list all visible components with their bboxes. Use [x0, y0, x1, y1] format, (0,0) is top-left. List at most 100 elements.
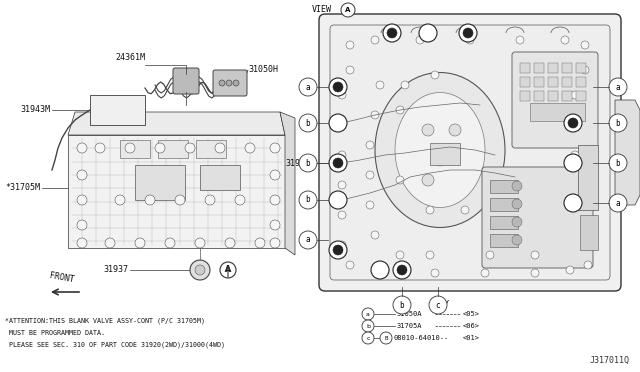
Circle shape — [561, 36, 569, 44]
Circle shape — [366, 141, 374, 149]
Circle shape — [512, 217, 522, 227]
Circle shape — [233, 80, 239, 86]
Text: c: c — [366, 336, 370, 340]
Circle shape — [393, 261, 411, 279]
Circle shape — [564, 154, 582, 172]
Text: 31937: 31937 — [285, 158, 310, 167]
Ellipse shape — [375, 73, 505, 228]
Bar — [200, 165, 240, 190]
Circle shape — [512, 235, 522, 245]
Circle shape — [568, 118, 578, 128]
Bar — [562, 77, 572, 87]
Bar — [534, 77, 544, 87]
Circle shape — [338, 211, 346, 219]
Circle shape — [299, 191, 317, 209]
Circle shape — [135, 238, 145, 248]
Circle shape — [338, 181, 346, 189]
Circle shape — [333, 82, 343, 92]
Bar — [520, 77, 530, 87]
Circle shape — [581, 66, 589, 74]
Circle shape — [396, 251, 404, 259]
Circle shape — [215, 143, 225, 153]
Text: VIEW: VIEW — [312, 6, 332, 15]
Circle shape — [299, 154, 317, 172]
Bar — [562, 91, 572, 101]
Text: b: b — [366, 324, 370, 328]
Bar — [430, 143, 460, 165]
Bar — [548, 91, 558, 101]
Bar — [490, 198, 518, 211]
Circle shape — [434, 154, 446, 166]
Circle shape — [564, 114, 582, 132]
Circle shape — [226, 80, 232, 86]
Circle shape — [512, 181, 522, 191]
Text: b: b — [306, 119, 310, 128]
Text: <01>: <01> — [463, 335, 480, 341]
Circle shape — [145, 195, 155, 205]
Bar — [548, 77, 558, 87]
Circle shape — [155, 143, 165, 153]
Text: <06>: <06> — [463, 323, 480, 329]
Bar — [576, 63, 586, 73]
Circle shape — [105, 238, 115, 248]
Text: b: b — [616, 158, 620, 167]
Circle shape — [516, 36, 524, 44]
Text: 31705A: 31705A — [397, 323, 422, 329]
Circle shape — [329, 78, 347, 96]
Text: FRONT: FRONT — [49, 271, 75, 284]
Text: B: B — [384, 336, 388, 340]
Circle shape — [419, 24, 437, 42]
FancyBboxPatch shape — [482, 167, 593, 268]
Circle shape — [396, 106, 404, 114]
Circle shape — [449, 124, 461, 136]
Circle shape — [333, 158, 343, 168]
Text: a: a — [306, 83, 310, 92]
Circle shape — [185, 143, 195, 153]
Circle shape — [512, 199, 522, 209]
Circle shape — [338, 91, 346, 99]
Circle shape — [531, 251, 539, 259]
Circle shape — [431, 71, 439, 79]
Bar — [534, 63, 544, 73]
Text: b: b — [400, 301, 404, 310]
Circle shape — [609, 194, 627, 212]
Circle shape — [270, 220, 280, 230]
Circle shape — [426, 251, 434, 259]
Circle shape — [566, 266, 574, 274]
Circle shape — [362, 308, 374, 320]
Circle shape — [416, 36, 424, 44]
Bar — [120, 140, 150, 158]
Circle shape — [609, 78, 627, 96]
Bar — [520, 91, 530, 101]
Circle shape — [380, 332, 392, 344]
Circle shape — [255, 238, 265, 248]
Circle shape — [609, 154, 627, 172]
Circle shape — [341, 3, 355, 17]
Polygon shape — [68, 112, 285, 135]
Circle shape — [329, 191, 347, 209]
Circle shape — [225, 238, 235, 248]
FancyBboxPatch shape — [173, 68, 199, 94]
Circle shape — [175, 195, 185, 205]
Circle shape — [346, 41, 354, 49]
Polygon shape — [615, 100, 640, 205]
Polygon shape — [68, 135, 285, 248]
Circle shape — [564, 194, 582, 212]
Circle shape — [376, 81, 384, 89]
Bar — [158, 140, 188, 158]
Circle shape — [270, 143, 280, 153]
Bar — [135, 165, 185, 200]
Circle shape — [571, 91, 579, 99]
FancyBboxPatch shape — [319, 14, 621, 291]
Circle shape — [609, 114, 627, 132]
Bar — [580, 215, 598, 250]
Circle shape — [115, 195, 125, 205]
Circle shape — [531, 269, 539, 277]
Circle shape — [397, 265, 407, 275]
Circle shape — [571, 151, 579, 159]
Circle shape — [165, 238, 175, 248]
Circle shape — [195, 265, 205, 275]
Bar — [576, 77, 586, 87]
Text: Q'TY: Q'TY — [430, 300, 450, 309]
Circle shape — [581, 41, 589, 49]
